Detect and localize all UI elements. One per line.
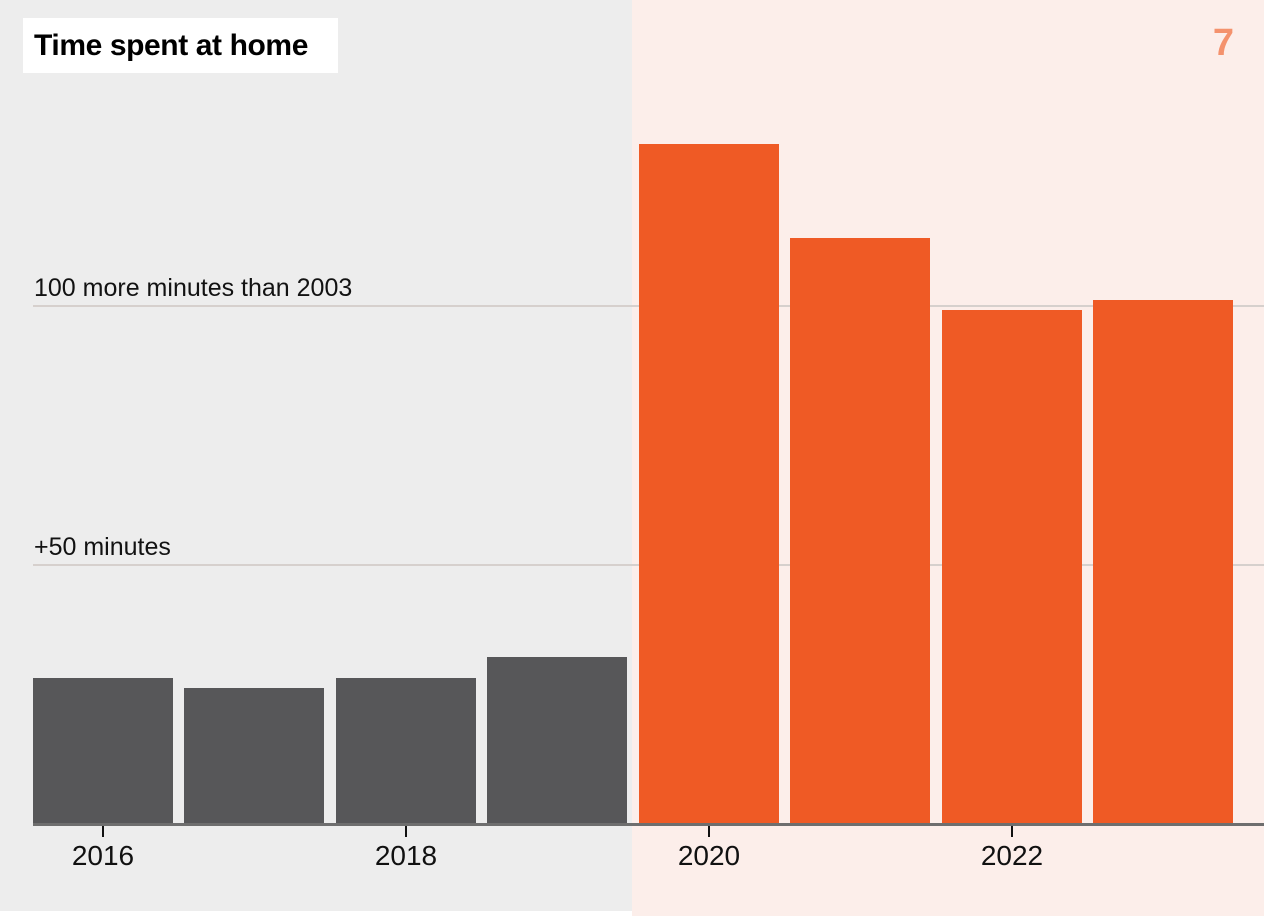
x-axis-tick [1011, 826, 1013, 837]
bar-2017 [184, 688, 324, 823]
x-axis-line [33, 823, 1264, 826]
bar-2023 [1093, 300, 1233, 823]
gridline-label: +50 minutes [34, 533, 171, 561]
gridline-label: 100 more minutes than 2003 [34, 274, 353, 302]
x-axis-tick [102, 826, 104, 837]
chart-title-box: Time spent at home [23, 18, 338, 73]
bar-2016 [33, 678, 173, 823]
x-tick-label-2020: 2020 [677, 840, 741, 871]
chart-title: Time spent at home [34, 28, 308, 62]
x-tick-label-2018: 2018 [374, 840, 438, 871]
page-number: 7 [1212, 22, 1234, 64]
bar-2020 [639, 144, 779, 823]
bar-2022 [942, 310, 1082, 823]
x-tick-label-2022: 2022 [980, 840, 1044, 871]
bar-2019 [487, 657, 627, 823]
bar-2021 [790, 238, 930, 823]
x-tick-label-2016: 2016 [71, 840, 135, 871]
x-axis-tick [405, 826, 407, 837]
bar-2018 [336, 678, 476, 823]
x-axis-tick [708, 826, 710, 837]
